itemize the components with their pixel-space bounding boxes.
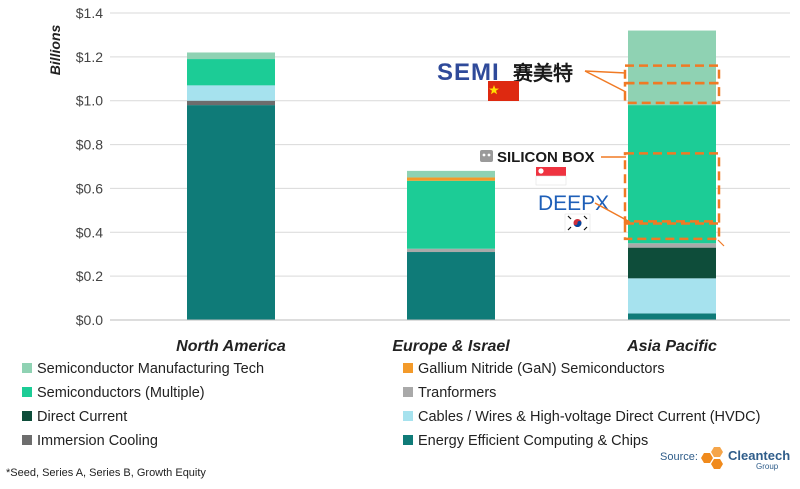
- cleantech-logo-icon: [701, 447, 723, 469]
- legend-swatch: [22, 411, 32, 421]
- legend-label: Cables / Wires & High-voltage Direct Cur…: [418, 409, 760, 425]
- bar-segment: [628, 313, 716, 320]
- bar-segment: [187, 105, 275, 320]
- y-tick-label: $0.0: [76, 312, 103, 328]
- category-label: Europe & Israel: [392, 338, 510, 355]
- silicon-box-annotation: SILICON BOX: [480, 149, 626, 186]
- cleantech-brand-sub: Group: [756, 462, 779, 471]
- legend-swatch: [403, 387, 413, 397]
- silicon-box-logo-text: SILICON BOX: [497, 149, 595, 166]
- bar-segment: [187, 52, 275, 60]
- bar-segment: [407, 252, 495, 320]
- robot-icon: [480, 150, 493, 162]
- legend-swatch: [22, 435, 32, 445]
- y-axis-label: Billions: [47, 25, 63, 76]
- category-label: Asia Pacific: [626, 338, 717, 355]
- highlight-box: [623, 222, 721, 241]
- highlight-box: [623, 152, 721, 223]
- y-tick-label: $0.2: [76, 268, 103, 284]
- legend-label: Semiconductor Manufacturing Tech: [37, 361, 264, 377]
- legend-swatch: [22, 387, 32, 397]
- legend-label: Semiconductors (Multiple): [37, 385, 205, 401]
- bar-segment: [407, 248, 495, 253]
- bar-segment: [187, 59, 275, 86]
- category-label: North America: [176, 338, 286, 355]
- category-labels: North America Europe & Israel Asia Pacific: [176, 338, 717, 355]
- bar-segment: [407, 177, 495, 181]
- legend-label: Energy Efficient Computing & Chips: [418, 433, 648, 449]
- y-tick-label: $1.2: [76, 49, 103, 65]
- highlight-leader-line: [717, 239, 725, 247]
- legend-swatch: [403, 435, 413, 445]
- bar-segment: [407, 180, 495, 249]
- deepx-logo-text: DEEPX: [538, 192, 609, 215]
- cleantech-brand: Cleantech: [728, 448, 791, 463]
- semi-cn-text: 赛美特: [512, 61, 573, 85]
- bar-segment: [628, 30, 716, 106]
- y-tick-label: $1.4: [76, 5, 103, 21]
- y-tick-label: $1.0: [76, 93, 103, 109]
- legend-swatch: [403, 411, 413, 421]
- highlight-box: [623, 81, 721, 105]
- y-tick-label: $0.4: [76, 224, 103, 240]
- legend-label: Immersion Cooling: [37, 433, 158, 449]
- legend-label: Gallium Nitride (GaN) Semiconductors: [418, 361, 665, 377]
- footnote: *Seed, Series A, Series B, Growth Equity: [6, 467, 206, 479]
- y-tick-label: $0.6: [76, 180, 103, 196]
- bars: [187, 30, 716, 320]
- y-tick-label: $0.8: [76, 137, 103, 153]
- bar-segment: [628, 278, 716, 314]
- bar-segment: [628, 247, 716, 279]
- legend: Semiconductor Manufacturing Tech Gallium …: [22, 361, 760, 449]
- source-label: Source:: [660, 451, 698, 463]
- bar-segment: [628, 243, 716, 248]
- bar-segment: [187, 85, 275, 101]
- legend-label: Direct Current: [37, 409, 127, 425]
- legend-label: Tranformers: [418, 385, 496, 401]
- south-korea-flag-icon: [564, 213, 591, 233]
- legend-swatch: [22, 363, 32, 373]
- bar-segment: [187, 100, 275, 106]
- legend-swatch: [403, 363, 413, 373]
- china-flag-icon: [488, 81, 519, 101]
- highlight-boxes: [623, 64, 721, 241]
- y-axis-ticks: $0.0 $0.2 $0.4 $0.6 $0.8 $1.0 $1.2 $1.4: [76, 5, 103, 328]
- deepx-annotation: DEEPX: [538, 192, 631, 233]
- bar-segment: [407, 170, 495, 178]
- singapore-flag-icon: [535, 167, 567, 186]
- semi-annotation: SEMI 赛美特: [437, 59, 627, 101]
